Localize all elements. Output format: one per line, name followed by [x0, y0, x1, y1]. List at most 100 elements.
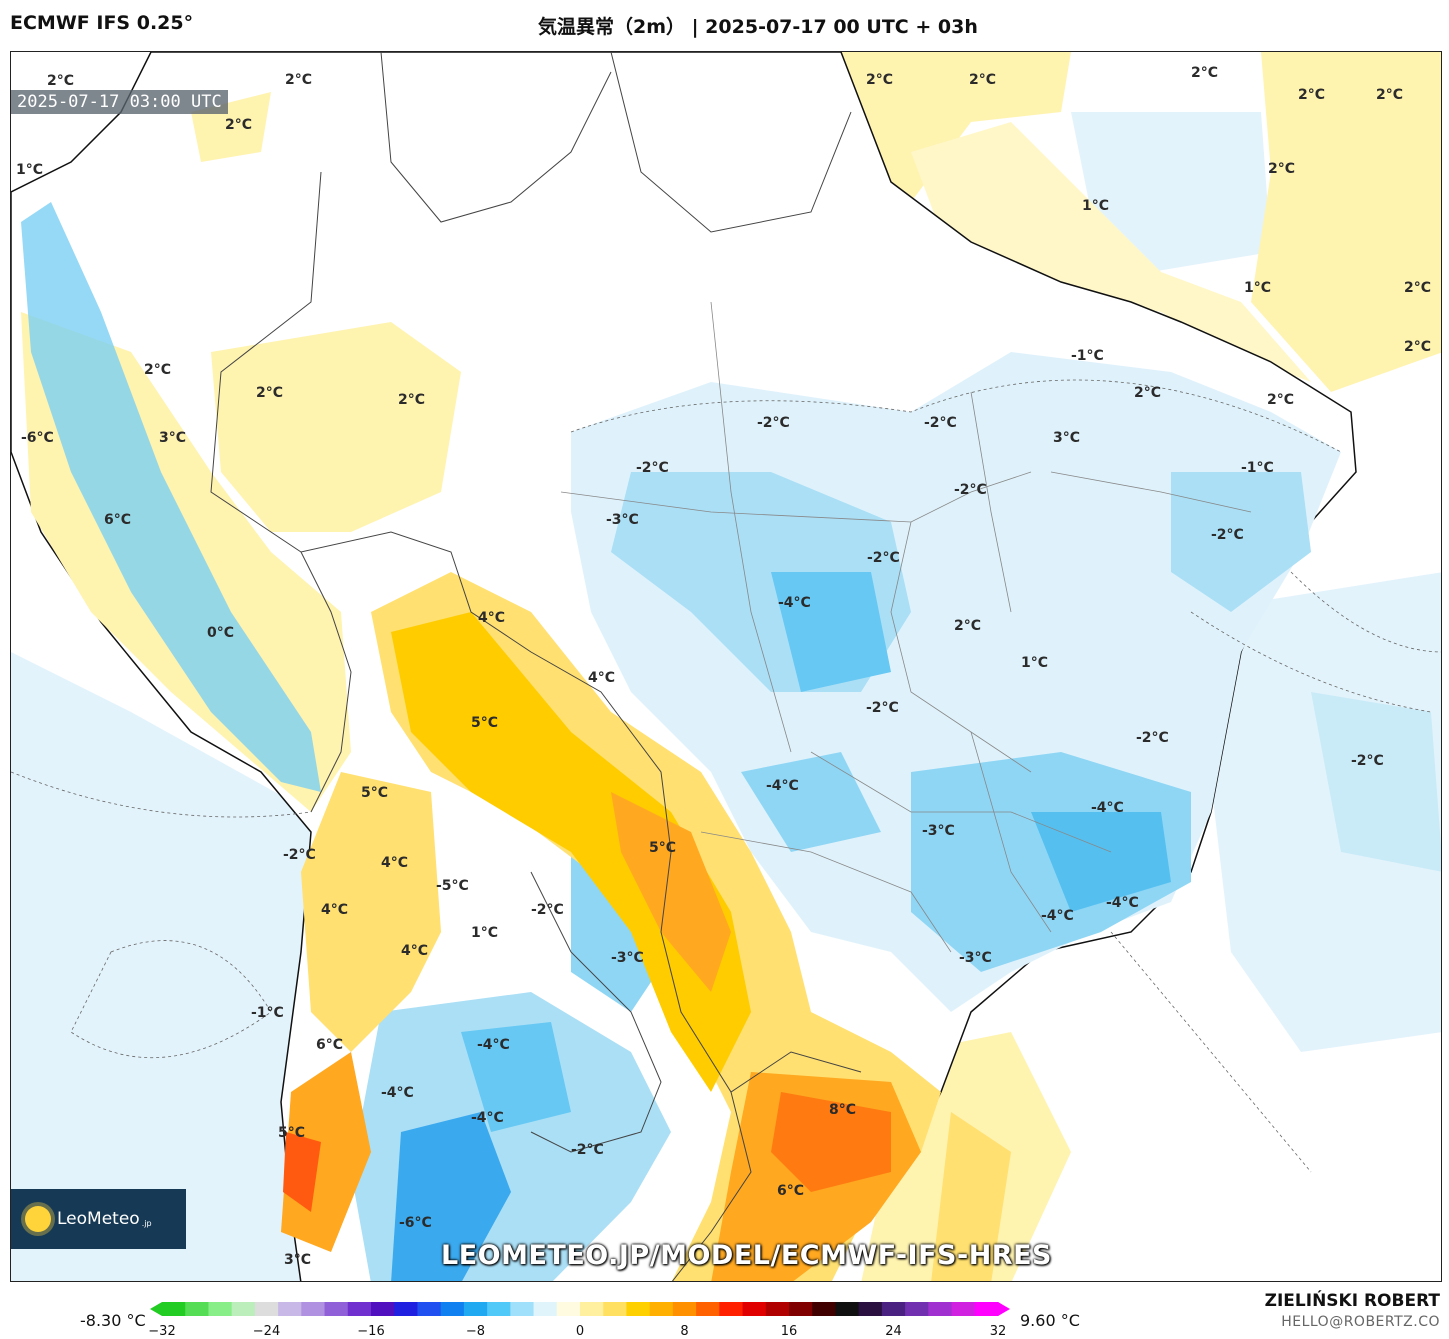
value-label: -5°C — [436, 878, 469, 894]
colorbar-cell — [881, 1302, 906, 1316]
colorbar-cell — [254, 1302, 279, 1316]
colorbar-cell — [649, 1302, 674, 1316]
colorbar-cell — [463, 1302, 488, 1316]
value-label: 3°C — [1053, 430, 1080, 446]
colorbar-cell — [580, 1302, 604, 1316]
value-label: 5°C — [649, 840, 676, 856]
cool-land-zones — [571, 352, 1341, 1012]
value-label: 2°C — [1404, 280, 1431, 296]
colorbar-cell — [672, 1302, 697, 1316]
value-label: -4°C — [477, 1037, 510, 1053]
model-name: ECMWF IFS 0.25° — [10, 12, 194, 34]
value-label: -4°C — [381, 1085, 414, 1101]
value-label: 6°C — [777, 1183, 804, 1199]
colorbar-cell — [626, 1302, 651, 1316]
value-label: -2°C — [866, 700, 899, 716]
colorbar-cell — [278, 1302, 302, 1316]
value-label: -4°C — [766, 778, 799, 794]
colorbar-tick-label: −32 — [148, 1324, 176, 1339]
value-label: 5°C — [278, 1125, 305, 1141]
value-label: -2°C — [283, 847, 316, 863]
value-label: -2°C — [1136, 730, 1169, 746]
colorbar-cell — [347, 1302, 372, 1316]
leometeo-logo[interactable]: LeoMeteo .jp — [11, 1189, 186, 1249]
value-label: -4°C — [1106, 895, 1139, 911]
logo-suffix: .jp — [141, 1218, 152, 1228]
colorbar-cell — [301, 1302, 326, 1316]
value-label: -4°C — [1041, 908, 1074, 924]
map-canvas: 2°C 2°C 2°C 1°C 2°C 2°C 2°C 1°C 2°C 2°C … — [11, 52, 1441, 1281]
value-label: -1°C — [1071, 348, 1104, 364]
value-label: -4°C — [1091, 800, 1124, 816]
colorbar-cell — [371, 1302, 395, 1316]
colorbar-cell — [510, 1302, 535, 1316]
value-label: 4°C — [588, 670, 615, 686]
colorbar-min-label: -8.30 °C — [80, 1311, 146, 1330]
colorbar-tick-label: 0 — [575, 1324, 585, 1339]
colorbar-right-arrow — [998, 1302, 1010, 1316]
value-label: -2°C — [1351, 753, 1384, 769]
value-label: -2°C — [867, 550, 900, 566]
value-label: 2°C — [144, 362, 171, 378]
value-label: 3°C — [284, 1252, 311, 1268]
value-label: 6°C — [104, 512, 131, 528]
value-label: 2°C — [1404, 339, 1431, 355]
colorbar-cell — [858, 1302, 883, 1316]
value-label: 1°C — [16, 162, 43, 178]
value-label: 1°C — [1082, 198, 1109, 214]
colorbar-cell — [556, 1302, 581, 1316]
colorbar-tick-label: −24 — [252, 1324, 281, 1339]
value-label: -6°C — [21, 430, 54, 446]
value-label: -2°C — [571, 1142, 604, 1158]
colorbar-cell — [696, 1302, 720, 1316]
valid-time-badge: 2025-07-17 03:00 UTC — [11, 90, 228, 114]
colorbar-cell — [835, 1302, 860, 1316]
value-label: 2°C — [256, 385, 283, 401]
colorbar-cell — [789, 1302, 813, 1316]
colorbar-tick-label: 32 — [989, 1324, 1007, 1339]
colorbar-cell — [905, 1302, 929, 1316]
colorbar-cell — [974, 1302, 999, 1316]
value-label: 8°C — [829, 1102, 856, 1118]
value-label: 2°C — [398, 392, 425, 408]
colorbar-cell — [231, 1302, 256, 1316]
colorbar-cell — [185, 1302, 209, 1316]
colorbar-tick-label: 24 — [885, 1324, 902, 1339]
value-label: -2°C — [1211, 527, 1244, 543]
colorbar-cell — [951, 1302, 976, 1316]
value-labels: 2°C 2°C 2°C 1°C 2°C 2°C 2°C 1°C 2°C 2°C … — [16, 65, 1431, 1268]
value-label: 4°C — [381, 855, 408, 871]
state-borders — [560, 301, 1252, 953]
value-label: 2°C — [866, 72, 893, 88]
author-email[interactable]: HELLO@ROBERTZ.CO — [1281, 1314, 1440, 1330]
warm-tongue — [281, 572, 941, 1281]
value-label: 5°C — [361, 785, 388, 801]
colorbar-cell — [208, 1302, 233, 1316]
value-label: 2°C — [225, 117, 252, 133]
map-title: 気温異常（2m） | 2025-07-17 00 UTC + 03h — [538, 16, 978, 38]
colorbar-tick-label: −16 — [357, 1324, 385, 1339]
value-label: 2°C — [1376, 87, 1403, 103]
colorbar-cell — [417, 1302, 442, 1316]
value-label: 1°C — [1244, 280, 1271, 296]
colorbar-cell — [719, 1302, 744, 1316]
value-label: 2°C — [954, 618, 981, 634]
value-label: -3°C — [922, 823, 955, 839]
value-label: 4°C — [478, 610, 505, 626]
colorbar-left-arrow — [150, 1302, 162, 1316]
anomaly-map: 2°C 2°C 2°C 1°C 2°C 2°C 2°C 1°C 2°C 2°C … — [10, 51, 1442, 1282]
value-label: 4°C — [401, 943, 428, 959]
colorbar-cell — [487, 1302, 511, 1316]
sun-icon — [25, 1206, 51, 1232]
value-label: 2°C — [1191, 65, 1218, 81]
value-label: 2°C — [1134, 385, 1161, 401]
colorbar-cell — [394, 1302, 418, 1316]
colorbar-cell — [533, 1302, 558, 1316]
colorbar-cell — [324, 1302, 349, 1316]
colorbar-cell — [812, 1302, 836, 1316]
logo-text: LeoMeteo — [57, 1209, 140, 1229]
value-label: -4°C — [778, 595, 811, 611]
colorbar-max-label: 9.60 °C — [1020, 1311, 1080, 1330]
value-label: 5°C — [471, 715, 498, 731]
value-label: -2°C — [757, 415, 790, 431]
